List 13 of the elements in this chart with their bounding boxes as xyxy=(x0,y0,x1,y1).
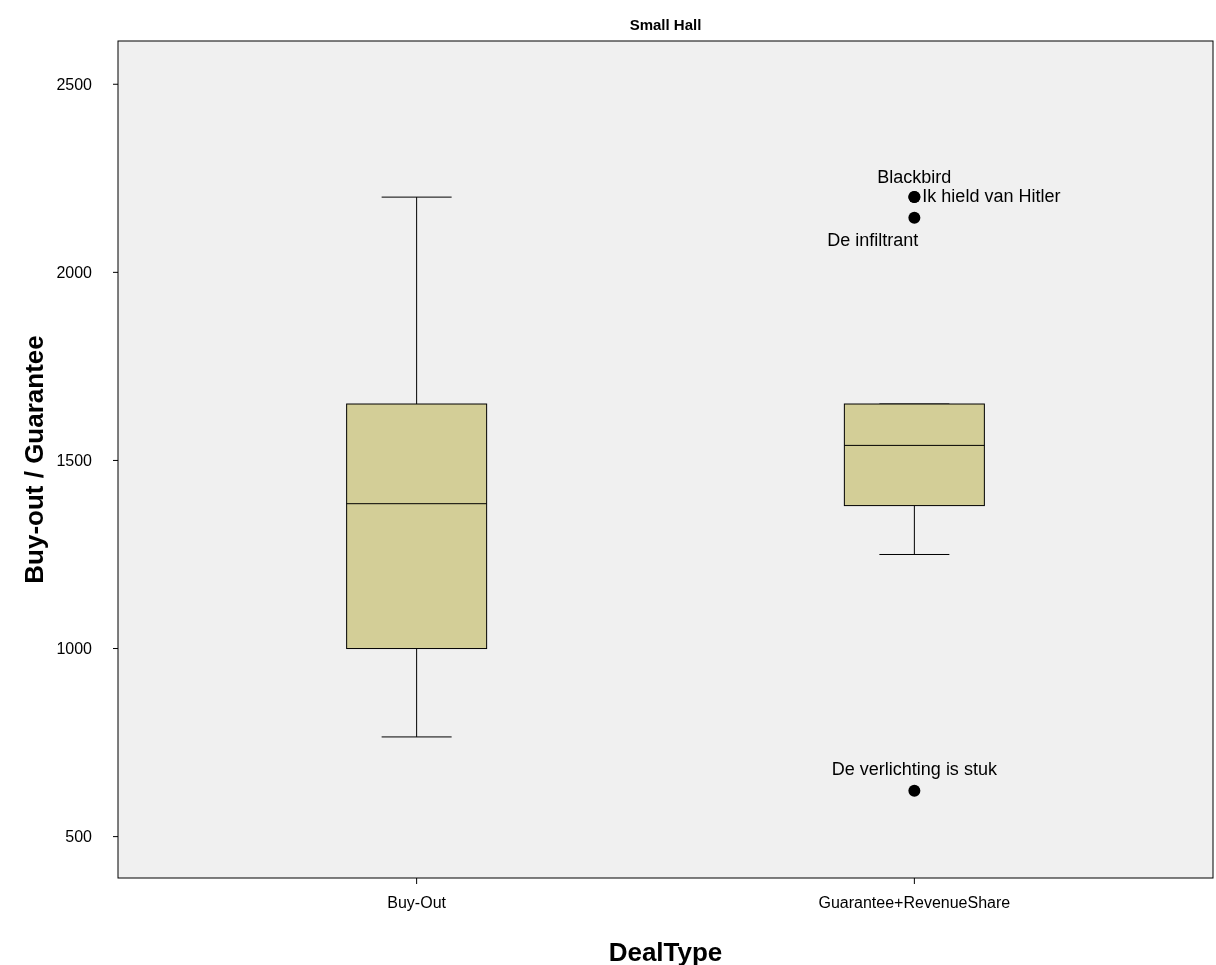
data-label: Blackbird xyxy=(877,167,952,188)
x-tick-label: Guarantee+RevenueShare xyxy=(818,894,1011,911)
y-tick-label: 1000 xyxy=(56,640,93,658)
y-axis-title: Buy-out / Guarantee xyxy=(19,335,49,584)
data-label: Ik hield van Hitler xyxy=(922,186,1061,207)
x-tick-label: Buy-Out xyxy=(387,894,447,911)
y-tick-label: 2000 xyxy=(56,263,93,281)
data-label: De infiltrant xyxy=(827,229,919,250)
chart-title: Small Hall xyxy=(629,16,702,33)
data-label: De verlichting is stuk xyxy=(831,758,998,779)
y-tick-label: 500 xyxy=(65,828,93,846)
y-tick-label: 2500 xyxy=(56,75,93,93)
y-tick-label: 1500 xyxy=(56,452,93,470)
